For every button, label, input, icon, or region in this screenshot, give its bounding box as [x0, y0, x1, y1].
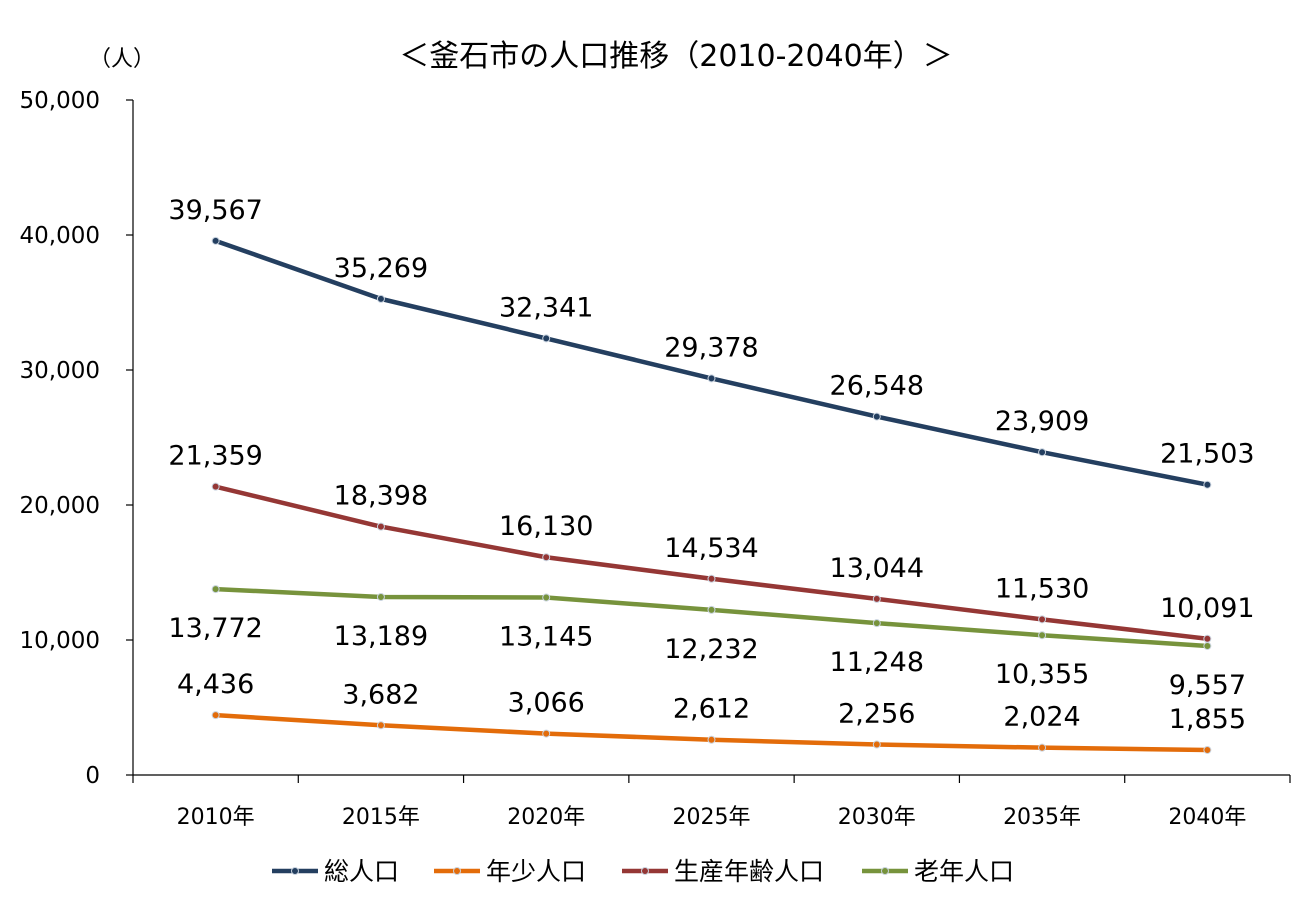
data-label: 39,567: [168, 195, 262, 226]
data-label: 35,269: [334, 253, 428, 284]
data-label: 21,359: [168, 441, 262, 472]
data-label: 10,091: [1160, 593, 1254, 624]
data-label: 3,066: [508, 688, 585, 719]
y-tick-label: 30,000: [20, 358, 100, 384]
data-label: 29,378: [664, 332, 758, 363]
data-label: 32,341: [499, 292, 593, 323]
legend-label: 年少人口: [486, 857, 586, 886]
data-label: 18,398: [334, 481, 428, 512]
y-tick-label: 20,000: [20, 493, 100, 519]
data-label: 3,682: [342, 679, 419, 710]
legend-marker: [641, 867, 649, 875]
x-tick-label: 2010年: [177, 805, 255, 830]
data-point: [707, 574, 716, 583]
x-tick-label: 2020年: [507, 805, 585, 830]
data-point: [542, 729, 551, 738]
data-label: 2,024: [1003, 702, 1080, 733]
data-label: 11,248: [830, 647, 924, 678]
data-point: [1038, 631, 1047, 640]
data-label: 16,130: [499, 511, 593, 542]
data-label: 13,145: [499, 622, 593, 653]
data-label: 13,044: [830, 553, 924, 584]
data-point: [211, 236, 220, 245]
data-label: 9,557: [1169, 670, 1246, 701]
data-point: [376, 522, 385, 531]
y-tick-label: 50,000: [20, 88, 100, 114]
data-point: [542, 553, 551, 562]
legend-label: 老年人口: [914, 857, 1014, 886]
data-point: [1203, 641, 1212, 650]
legend-marker: [291, 867, 299, 875]
data-point: [1038, 448, 1047, 457]
data-label: 4,436: [177, 669, 254, 700]
data-point: [1203, 480, 1212, 489]
data-point: [707, 374, 716, 383]
legend-marker: [881, 867, 889, 875]
legend: 総人口 年少人口 生産年齢人口 老年人口: [272, 857, 1014, 886]
data-point: [872, 740, 881, 749]
data-point: [872, 594, 881, 603]
data-point: [542, 334, 551, 343]
data-label: 2,256: [838, 699, 915, 730]
data-point: [1038, 743, 1047, 752]
data-point: [376, 294, 385, 303]
data-point: [211, 711, 220, 720]
x-tick-label: 2035年: [1003, 805, 1081, 830]
data-label: 1,855: [1169, 704, 1246, 735]
x-tick-label: 2030年: [838, 805, 916, 830]
data-point: [872, 412, 881, 421]
axes: 0 10,000 20,000 30,000 40,000 50,000 2010年 2015…: [20, 88, 1291, 830]
data-label: 2,612: [673, 694, 750, 725]
legend-marker: [453, 867, 461, 875]
y-tick-label: 10,000: [20, 628, 100, 654]
data-label: 26,548: [830, 371, 924, 402]
series-layer: [211, 236, 1212, 754]
data-point: [872, 619, 881, 628]
data-label: 12,232: [664, 634, 758, 665]
data-labels-layer: 39,567 35,269 32,341 29,378 26,548 23,909 21,5…: [168, 195, 1254, 735]
x-tick-label: 2040年: [1168, 805, 1246, 830]
data-point: [376, 592, 385, 601]
chart-title: ＜釜石市の人口推移（2010-2040年）＞: [399, 39, 953, 74]
data-label: 13,772: [168, 613, 262, 644]
y-axis-unit-label: （人）: [89, 47, 155, 72]
data-point: [1203, 634, 1212, 643]
x-tick-label: 2025年: [673, 805, 751, 830]
data-point: [707, 605, 716, 614]
data-label: 23,909: [995, 406, 1089, 437]
data-point: [1038, 615, 1047, 624]
y-tick-label: 0: [85, 763, 100, 789]
data-label: 10,355: [995, 659, 1089, 690]
data-label: 11,530: [995, 573, 1089, 604]
data-label: 13,189: [334, 621, 428, 652]
data-label: 14,534: [664, 533, 758, 564]
x-tick-label: 2015年: [342, 805, 420, 830]
y-tick-label: 40,000: [20, 223, 100, 249]
data-point: [211, 585, 220, 594]
data-point: [707, 735, 716, 744]
data-point: [376, 721, 385, 730]
legend-label: 総人口: [324, 857, 399, 886]
data-point: [542, 593, 551, 602]
data-point: [211, 482, 220, 491]
data-point: [1203, 745, 1212, 754]
legend-label: 生産年齢人口: [674, 857, 824, 886]
data-label: 21,503: [1160, 439, 1254, 470]
